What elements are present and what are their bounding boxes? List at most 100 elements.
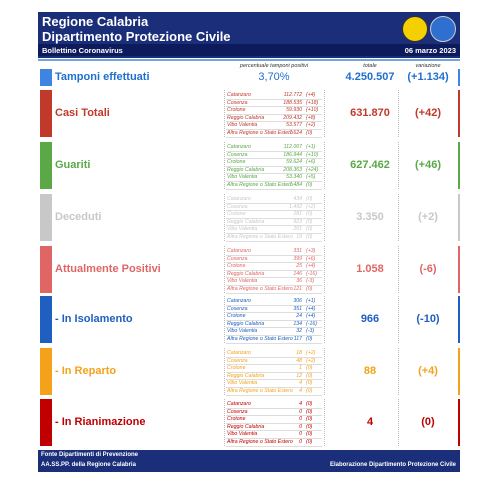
color-bar: [458, 90, 460, 137]
value: 0: [299, 438, 302, 445]
detail-table: Catanzaro 434 (0) Cosenza 1.492 (+2) Crotone 28…: [226, 196, 322, 242]
value: 117: [293, 335, 302, 342]
change: (0): [306, 380, 313, 387]
change: (0): [306, 181, 313, 188]
change: (+2): [306, 357, 316, 364]
province: Crotone: [227, 416, 246, 423]
color-block: [40, 90, 52, 137]
change: (+1): [306, 144, 316, 150]
divider: [324, 194, 325, 241]
detail-row: Crotone 24 (+4): [226, 313, 322, 321]
value: 0: [299, 431, 302, 438]
value: 36: [296, 278, 302, 285]
section-change: (+2): [418, 211, 438, 223]
province: Crotone: [227, 107, 246, 114]
detail-row: Catanzaro 331 (+3): [226, 248, 322, 256]
value: 32: [296, 328, 302, 335]
change: (0): [306, 285, 313, 292]
color-bar: [458, 194, 460, 241]
detail-row: Catanzaro 434 (0): [226, 196, 322, 204]
change: (-3): [306, 278, 315, 285]
color-block: [40, 296, 52, 343]
detail-table: Catanzaro 306 (+1) Cosenza 351 (+4) Crotone 24 (…: [226, 298, 322, 344]
footer: Fonte Dipartimenti di Prevenzione AA.SS.…: [38, 450, 460, 472]
value: 351: [293, 305, 302, 312]
divider: [224, 296, 225, 343]
detail-row: Catanzaro 306 (+1): [226, 298, 322, 306]
section: Deceduti Catanzaro 434 (0) Cosenza 1.492 (+2) C…: [38, 194, 460, 242]
divider: [324, 90, 325, 137]
value: 48: [296, 357, 302, 364]
detail-row: Altra Regione o Stato Estero 7.484 (0): [226, 182, 322, 190]
change: (+10): [306, 151, 319, 158]
value: 4: [299, 380, 302, 387]
divider: [224, 246, 225, 293]
value: 1: [299, 365, 302, 372]
detail-row: Altra Regione o Stato Estero 7.624 (0): [226, 130, 322, 138]
value: 1.492: [289, 203, 302, 210]
change: (+2): [306, 203, 316, 210]
province: Cosenza: [227, 151, 248, 158]
source: Fonte Dipartimenti di Prevenzione: [41, 452, 139, 458]
section: - In Reparto Catanzaro 18 (+2) Cosenza 48 (+2)…: [38, 348, 460, 396]
value: 188.535: [283, 99, 302, 106]
province: Catanzaro: [227, 248, 251, 254]
detail-row: Crotone 25 (+4): [226, 263, 322, 271]
value: 112.772: [283, 92, 302, 98]
color-bar: [458, 69, 460, 86]
section: - In Isolamento Catanzaro 306 (+1) Cosenza 35…: [38, 296, 460, 344]
detail-row: Altra Regione o Stato Estero 19 (0): [226, 234, 322, 242]
province: Reggio Calabria: [227, 423, 265, 430]
value: 112.007: [283, 144, 302, 150]
detail-row: Reggio Calabria 0 (0): [226, 424, 322, 432]
change: (+1): [306, 298, 316, 304]
value: 923: [293, 218, 302, 225]
section-change: (+46): [415, 159, 441, 171]
detail-row: Catanzaro 18 (+2): [226, 350, 322, 358]
credit: Elaborazione Dipartimento Protezione Civ…: [329, 462, 456, 468]
detail-row: Crotone 281 (0): [226, 211, 322, 219]
detail-row: Catanzaro 112.772 (+4): [226, 92, 322, 100]
detail-row: Vibo Valentia 36 (-3): [226, 278, 322, 286]
value: 7.484: [289, 181, 302, 188]
value: 12: [296, 372, 302, 379]
province: Reggio Calabria: [227, 166, 265, 173]
change: (+4): [306, 305, 316, 312]
province: Altra Regione o Stato Estero: [227, 387, 293, 394]
value: 399: [293, 255, 302, 262]
color-bar: [458, 348, 460, 395]
subtitle: Dipartimento Protezione Civile: [42, 29, 231, 44]
section: Guariti Catanzaro 112.007 (+1) Cosenza 186.94…: [38, 142, 460, 190]
divider: [324, 296, 325, 343]
detail-row: Cosenza 0 (0): [226, 409, 322, 417]
value: 0: [299, 416, 302, 423]
divider: [398, 90, 399, 137]
value: 24: [296, 313, 302, 320]
value: 306: [293, 298, 302, 304]
change: (0): [306, 401, 313, 407]
section-total: 627.462: [350, 159, 390, 171]
detail-table: Catanzaro 331 (+3) Cosenza 399 (+6) Crotone 25 (…: [226, 248, 322, 294]
detail-row: Reggio Calabria 12 (0): [226, 373, 322, 381]
section-title: Guariti: [55, 159, 91, 171]
divider: [324, 399, 325, 446]
change: (+10): [306, 107, 319, 114]
value: 7.624: [289, 129, 302, 136]
value: 19: [296, 233, 302, 240]
value: 201: [293, 226, 302, 233]
value: 434: [293, 196, 302, 202]
section-total: 88: [363, 365, 377, 377]
value: 4: [299, 401, 302, 407]
change: (0): [306, 218, 313, 225]
change: (0): [306, 196, 313, 202]
detail-row: Vibo Valentia 53.577 (+2): [226, 122, 322, 130]
detail-row: Vibo Valentia 4 (0): [226, 380, 322, 388]
source: AA.SS.PP. della Regione Calabria: [41, 462, 136, 468]
province: Cosenza: [227, 203, 248, 210]
detail-table: Catanzaro 112.772 (+4) Cosenza 188.535 (+18) C…: [226, 92, 322, 138]
value: 208.363: [283, 166, 302, 173]
section-change: (-10): [416, 313, 440, 325]
detail-row: Cosenza 1.492 (+2): [226, 204, 322, 212]
detail-row: Altra Regione o Stato Estero 0 (0): [226, 439, 322, 447]
